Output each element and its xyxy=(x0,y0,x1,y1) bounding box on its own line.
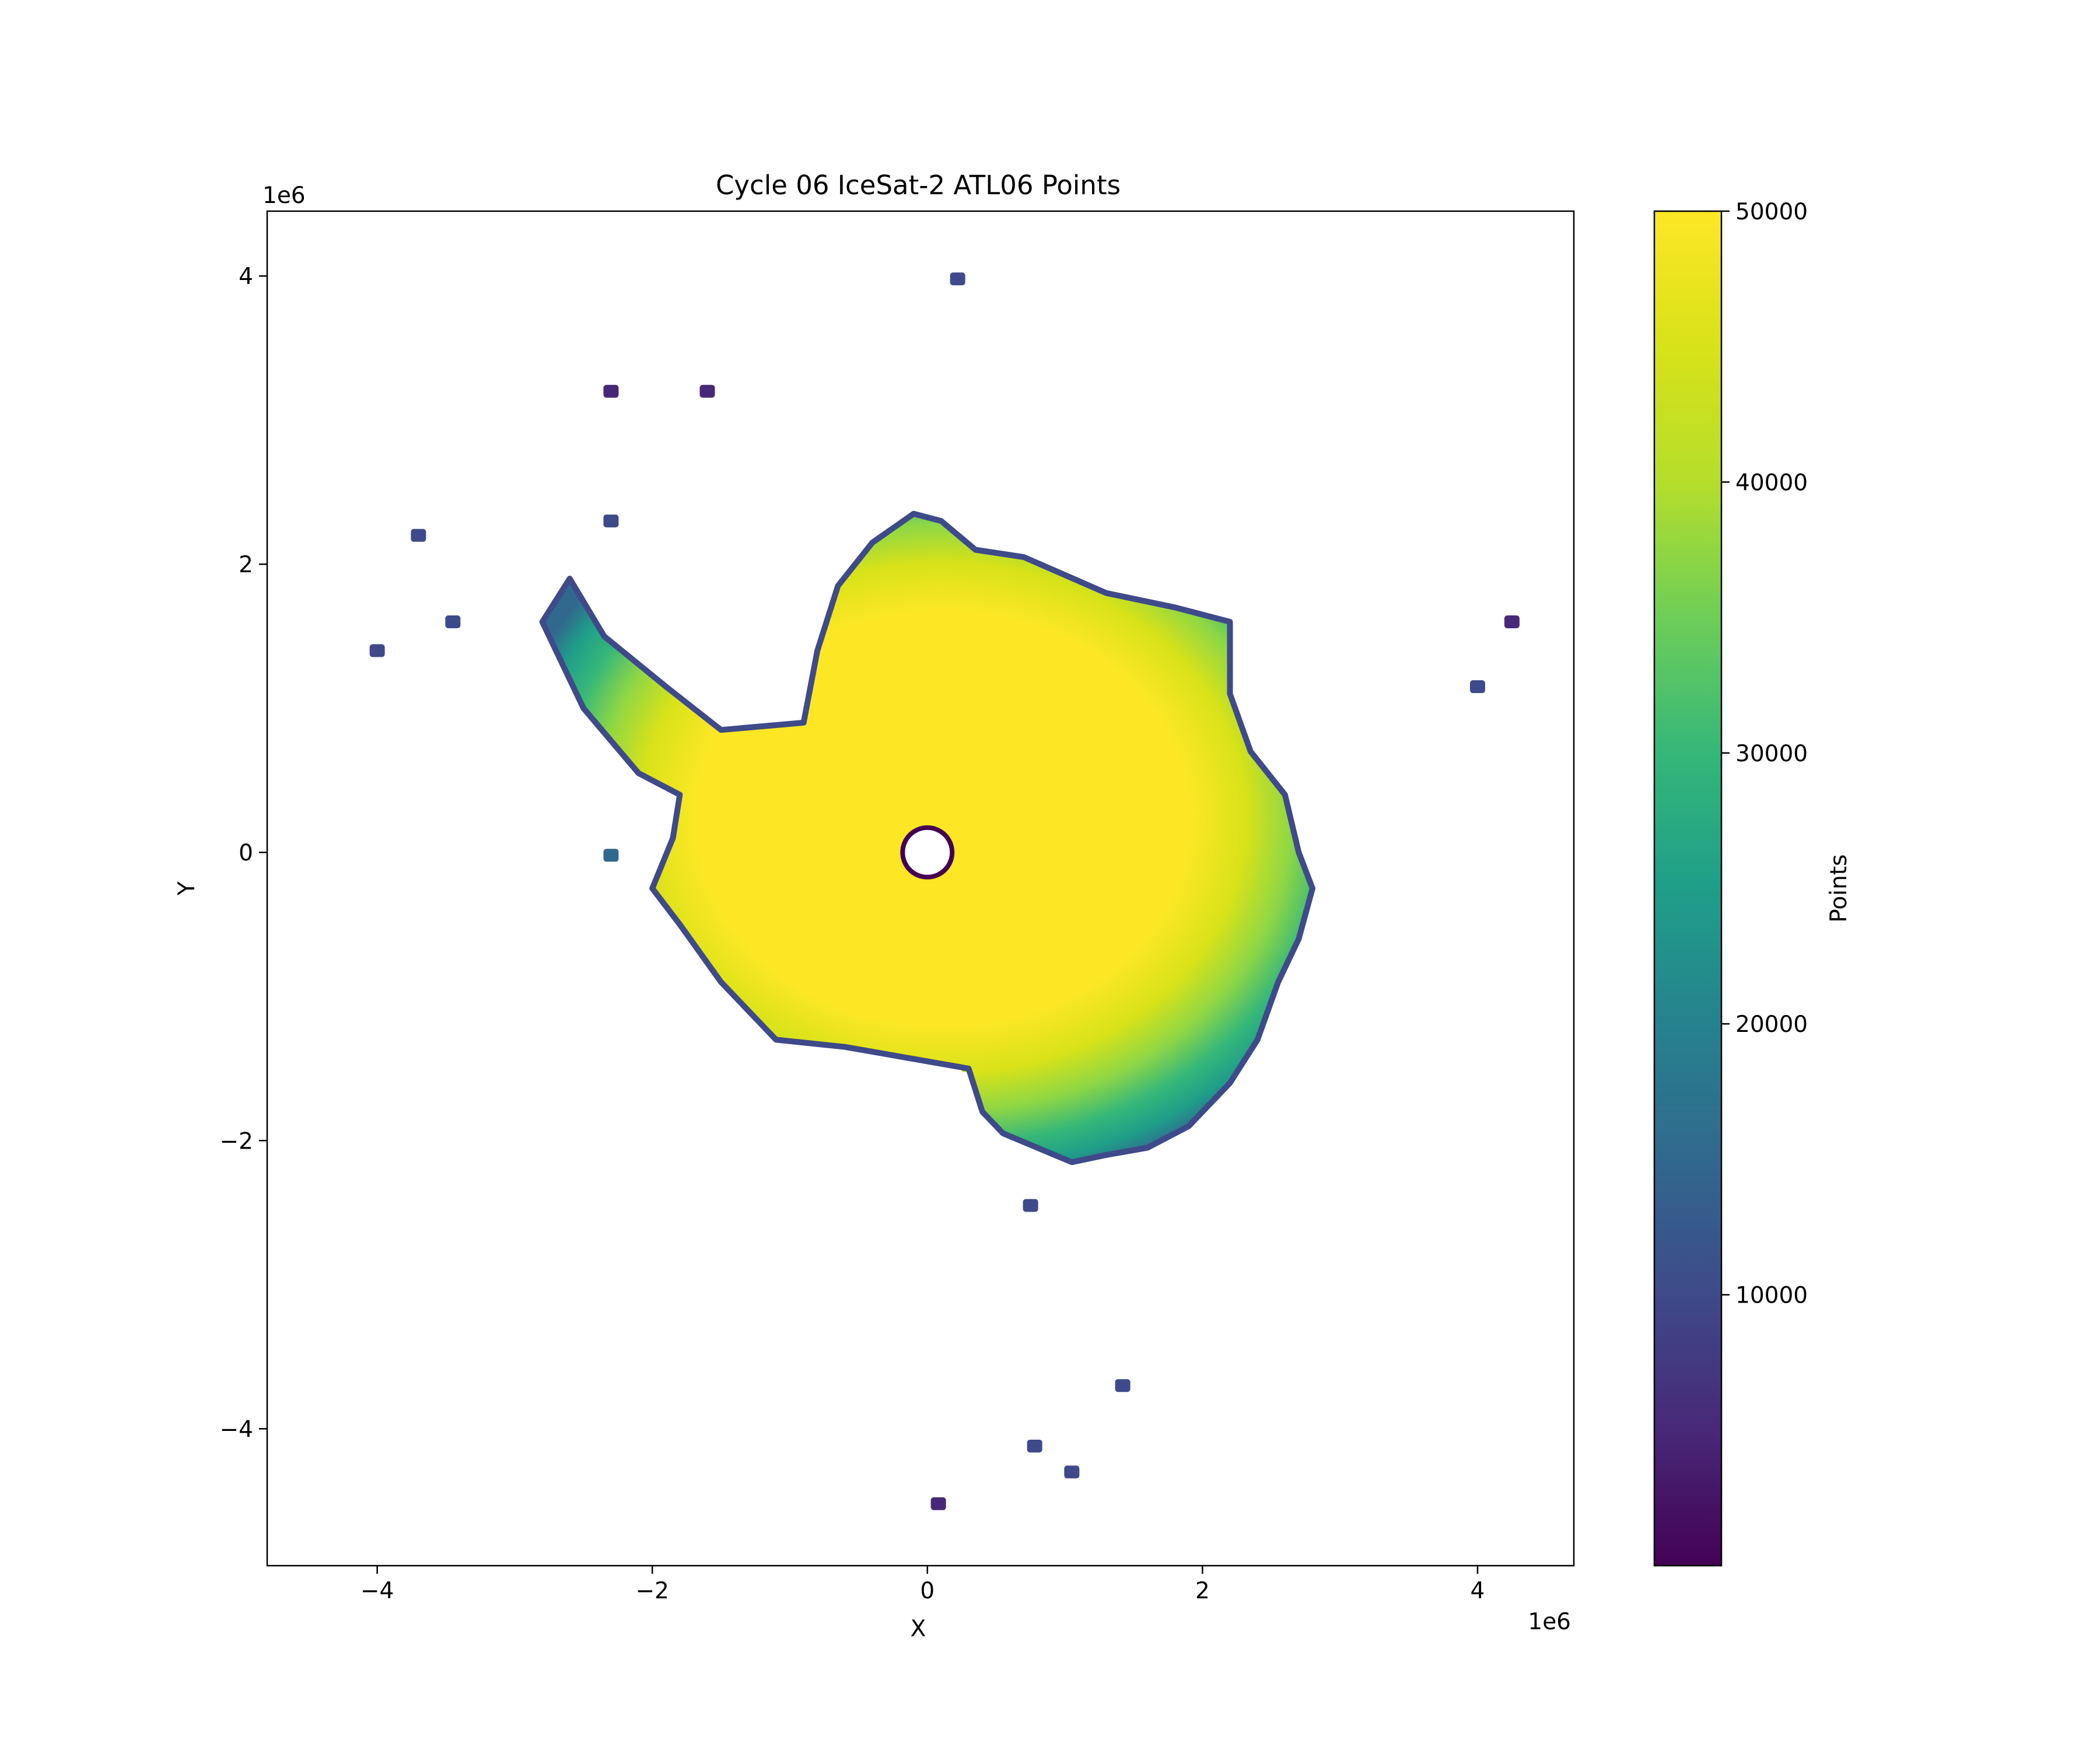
colorbar-tick-label: 50000 xyxy=(1735,199,1808,225)
x-offset-text: 1e6 xyxy=(1528,1609,1571,1635)
x-tick-label: −4 xyxy=(360,1578,394,1604)
y-tick-label: 2 xyxy=(239,552,253,578)
colorbar: 10000 20000 30000 40000 50000 Points xyxy=(1653,199,1852,1567)
plot-frame xyxy=(266,210,1575,1567)
island-region xyxy=(369,644,385,657)
island-region xyxy=(603,514,619,528)
island-region xyxy=(603,384,619,398)
island-region xyxy=(1064,1465,1080,1479)
island-region xyxy=(411,528,426,542)
colorbar-tick-label: 30000 xyxy=(1735,741,1808,767)
colorbar-ticks: 10000 20000 30000 40000 50000 xyxy=(1721,199,1808,1309)
colorbar-tick-label: 10000 xyxy=(1735,1283,1808,1309)
data-layer xyxy=(369,272,1520,1510)
island-region xyxy=(1115,1379,1130,1392)
island-region xyxy=(603,849,619,862)
x-tick-label: −2 xyxy=(635,1578,669,1604)
plot-area: −4 −2 0 2 4 4 2 0 −2 −4 xyxy=(220,210,1575,1604)
colorbar-tick-label: 40000 xyxy=(1735,470,1808,496)
island-region xyxy=(1027,1439,1042,1452)
island-region xyxy=(930,1497,946,1510)
colorbar-label: Points xyxy=(1826,854,1852,922)
y-axis-label: Y xyxy=(174,881,200,896)
y-tick-label: −4 xyxy=(220,1416,254,1443)
island-region xyxy=(445,615,461,629)
y-tick-label: 0 xyxy=(239,840,253,866)
y-tick-label: 4 xyxy=(239,264,253,290)
colorbar-gradient xyxy=(1653,210,1723,1567)
x-tick-label: 0 xyxy=(920,1578,935,1604)
island-region xyxy=(950,272,965,286)
pole-hole xyxy=(900,825,955,880)
x-tick-label: 2 xyxy=(1195,1578,1210,1604)
x-tick-label: 4 xyxy=(1471,1578,1485,1604)
colorbar-tick-label: 20000 xyxy=(1735,1012,1808,1038)
chart-title: Cycle 06 IceSat-2 ATL06 Points xyxy=(716,170,1121,201)
x-axis-ticks: −4 −2 0 2 4 xyxy=(360,1566,1485,1604)
y-axis-ticks: 4 2 0 −2 −4 xyxy=(220,264,267,1443)
island-region xyxy=(1469,680,1485,694)
y-offset-text: 1e6 xyxy=(262,183,306,209)
y-tick-label: −2 xyxy=(220,1128,254,1154)
island-region xyxy=(1023,1199,1038,1212)
x-axis-label: X xyxy=(911,1616,926,1642)
island-region xyxy=(699,384,715,398)
island-region xyxy=(1504,615,1520,629)
